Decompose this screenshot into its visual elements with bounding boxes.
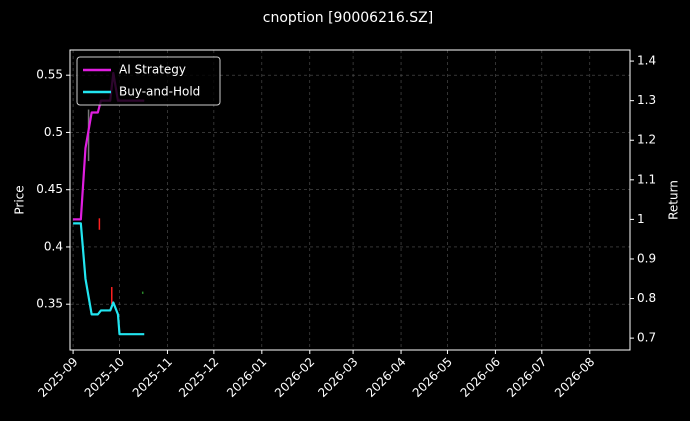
y2-tick-label: 0.7 [637, 331, 656, 345]
y-tick-label: 0.4 [44, 239, 63, 253]
y-tick-label: 0.35 [36, 297, 63, 311]
chart-title: cnoption [90006216.SZ] [263, 10, 433, 26]
y2-axis-label: Return [667, 180, 681, 220]
y2-tick-label: 0.8 [637, 291, 656, 305]
y2-tick-label: 1.1 [637, 172, 656, 186]
y2-tick-label: 1 [637, 212, 645, 226]
legend-label: AI Strategy [119, 63, 186, 77]
legend-label: Buy-and-Hold [119, 85, 200, 99]
y-axis-label: Price [13, 185, 27, 214]
y2-tick-label: 0.9 [637, 251, 656, 265]
y-tick-label: 0.5 [44, 125, 63, 139]
y-tick-label: 0.45 [36, 182, 63, 196]
legend-box [76, 56, 221, 106]
line-series [73, 222, 145, 336]
y2-tick-label: 1.3 [637, 93, 656, 107]
plot-frame [69, 49, 631, 351]
y-tick-label: 0.55 [36, 68, 63, 82]
y2-tick-label: 1.2 [637, 133, 656, 147]
y2-tick-label: 1.4 [637, 54, 656, 68]
